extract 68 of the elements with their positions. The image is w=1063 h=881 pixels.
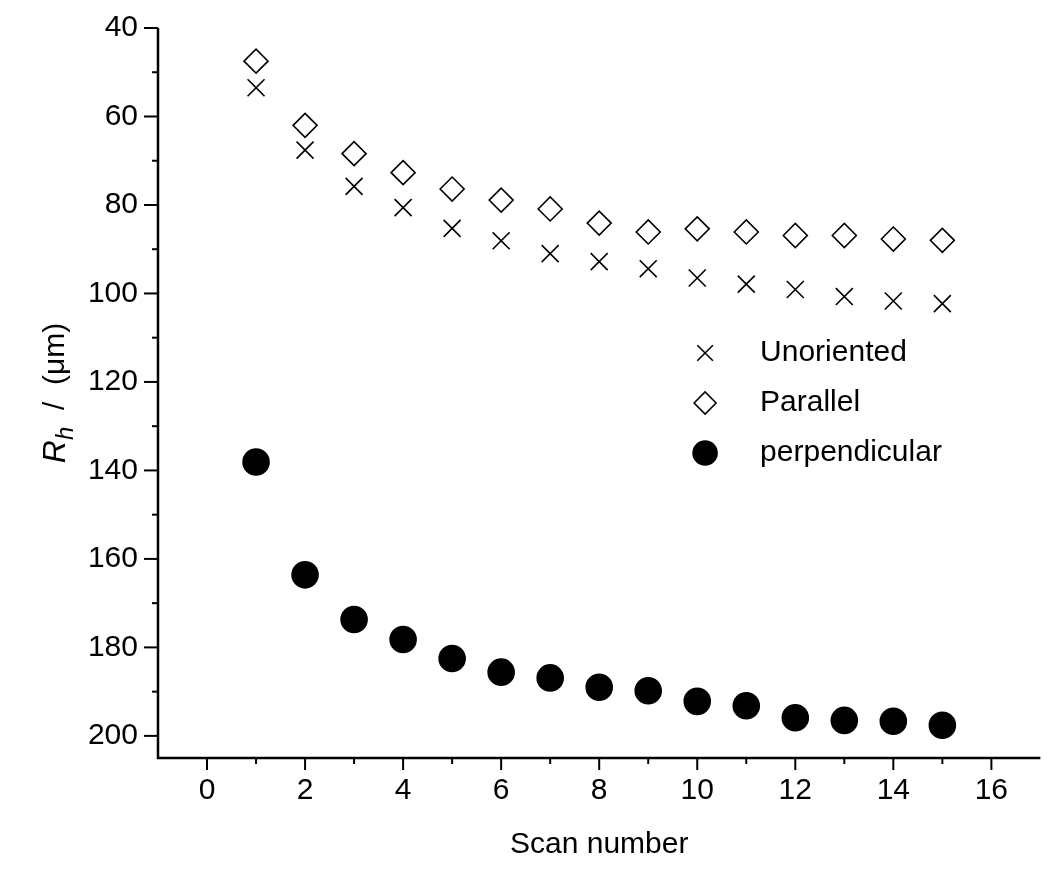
y-tick-label: 100 [87,274,138,308]
point [291,561,319,589]
x-tick-label: 8 [590,772,608,806]
point [684,216,711,242]
x-tick-label: 4 [394,772,412,806]
point [246,78,266,98]
point [439,176,465,202]
y-tick-label: 80 [104,186,138,220]
x-tick-label: 16 [974,772,1009,806]
y-tick-label: 200 [87,717,138,751]
point [830,706,859,735]
point [340,605,368,634]
y-tick-label: 180 [87,628,138,662]
y-tick-label: 40 [104,9,138,43]
point [736,274,756,294]
point [732,691,761,720]
y-tick-label: 160 [87,540,138,574]
y-axis-title: Rh / (μm) [35,322,78,464]
point [295,140,315,160]
y-tick-label: 140 [87,451,138,485]
legend-label: Parallel [760,384,861,418]
point [488,187,514,213]
legend-label: perpendicular [760,434,942,468]
point [786,280,805,299]
point [635,219,662,245]
point [389,625,417,654]
y-tick-label: 60 [104,97,138,131]
x-tick-label: 14 [876,772,911,806]
point [540,244,560,263]
point [683,687,712,716]
point [242,448,270,476]
point [634,676,663,705]
x-tick-label: 2 [296,772,314,806]
point [782,222,809,249]
y-tick-label: 120 [87,363,138,397]
point [586,210,612,236]
point [880,226,907,252]
point [585,673,613,702]
point [243,48,269,74]
point [781,703,810,732]
point [536,664,564,692]
x-axis-title: Scan number [509,826,689,860]
point [884,291,903,311]
point [879,707,908,736]
point [638,259,658,278]
x-tick-label: 6 [492,772,510,806]
point [491,231,511,251]
point [390,159,416,186]
point [292,112,318,139]
legend-label: Unoriented [760,334,907,368]
point [835,287,854,306]
point [442,219,462,238]
point [438,644,466,673]
x-tick-label: 0 [198,772,216,806]
point [933,294,952,313]
x-tick-label: 10 [680,772,714,806]
point [928,711,957,740]
point [341,140,367,167]
point [487,658,515,686]
point [537,196,563,222]
point [687,268,707,288]
point [393,198,413,217]
point [344,177,364,196]
x-tick-label: 12 [778,772,812,806]
point [589,252,609,271]
point [831,222,858,249]
point [929,227,956,254]
point [733,219,760,245]
